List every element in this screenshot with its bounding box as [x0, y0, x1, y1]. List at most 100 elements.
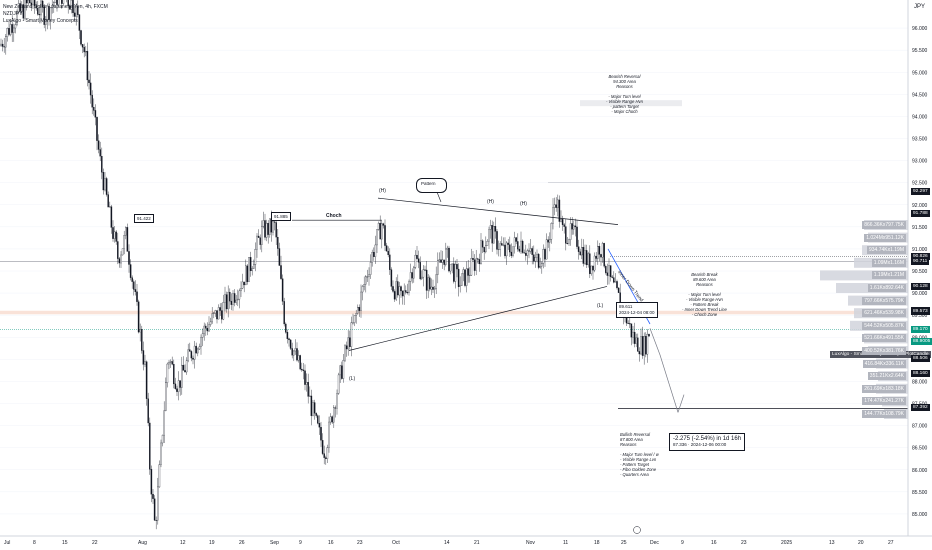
candle-body — [629, 323, 631, 325]
price-badge[interactable]: 89.573 — [911, 307, 930, 315]
candle-body — [606, 272, 609, 276]
candle-body — [9, 24, 12, 35]
measure-box[interactable]: -2.275 (-2.54%) in 1d 16h 87.336 · 2024-… — [669, 433, 746, 451]
candle-body — [441, 259, 444, 263]
candle-body — [88, 79, 90, 84]
candle-body — [219, 307, 221, 311]
pattern-callout[interactable]: Pattern — [416, 178, 447, 193]
candle-body — [400, 286, 402, 292]
candle-body — [259, 237, 261, 245]
price-tag-91422[interactable]: 91.422 — [134, 214, 154, 223]
candle-body — [109, 206, 111, 208]
candle-body — [389, 254, 391, 270]
candle-body — [93, 107, 95, 111]
candle-body — [6, 28, 9, 37]
bearish-reversal-note: Bearish Reversal 94.300 Area Reasons - M… — [606, 74, 643, 114]
candle-body — [381, 223, 383, 240]
candle-body — [568, 239, 570, 244]
candle-body — [451, 263, 453, 265]
candle-body — [553, 204, 556, 208]
candle-body — [117, 241, 119, 259]
candle-body — [382, 223, 385, 226]
candle-body — [62, 0, 65, 4]
volume-profile-label: 934.74Kx1.19M — [866, 246, 906, 255]
candle-body — [128, 251, 130, 265]
candle-body — [342, 360, 345, 379]
candle-body — [608, 265, 610, 276]
price-badge[interactable]: 89.170 — [911, 325, 930, 333]
candle-body — [481, 240, 484, 248]
candle-body — [478, 259, 481, 265]
candle-body — [427, 277, 429, 291]
candle-body — [385, 245, 388, 252]
candle-body — [203, 325, 205, 334]
candle-body — [38, 14, 41, 16]
candle-body — [216, 310, 218, 320]
price-badge[interactable]: 90.826 — [911, 252, 930, 260]
price-tag-89611[interactable]: 89.611 2024-12-04 08:00 — [616, 302, 658, 318]
price-badge[interactable]: 87.392 — [911, 404, 930, 412]
choch-zone — [0, 310, 908, 315]
price-badge[interactable]: 90.711 — [911, 257, 930, 265]
candle-body — [299, 355, 301, 370]
candle-body — [430, 286, 433, 290]
price-badge[interactable]: 88.9005 — [911, 337, 932, 345]
candle-body — [235, 299, 237, 303]
candle-body — [582, 247, 585, 264]
candle-body — [249, 257, 252, 272]
candle-body — [576, 226, 578, 247]
indicator-label[interactable]: LuxAlgo - Smart Money Concepts — [3, 18, 78, 24]
currency-label[interactable]: JPY — [914, 4, 926, 10]
candle-body — [398, 286, 401, 296]
hs-label-l1: (L) — [349, 376, 356, 382]
candle-body — [438, 259, 441, 261]
candle-body — [78, 14, 81, 31]
volume-profile-label: 261.69Kx183.18K — [862, 384, 906, 393]
candle-body — [163, 410, 165, 436]
candle-body — [470, 258, 473, 276]
candle-body — [349, 337, 351, 347]
candle-body — [603, 243, 605, 267]
candle-body — [305, 382, 308, 385]
volume-profile-label: 621.46Kx539.98K — [862, 309, 906, 318]
candle-body — [337, 374, 340, 394]
candle-body — [248, 257, 250, 282]
price-badge[interactable]: 88.160 — [911, 370, 930, 378]
x-tick-label: 9 — [681, 540, 684, 546]
candle-body — [345, 345, 348, 350]
candle-body — [165, 382, 167, 411]
candle-body — [534, 257, 537, 262]
volume-profile-label: 416.84Kx336.11K — [862, 359, 906, 368]
candle-body — [421, 276, 423, 280]
volume-profile-bar — [820, 270, 908, 281]
candle-body — [0, 43, 2, 46]
candle-body — [53, 2, 55, 6]
candle-body — [14, 24, 17, 29]
candle-body — [560, 219, 562, 222]
candle-body — [198, 346, 201, 350]
candle-body — [473, 259, 476, 271]
neckline-bottom — [348, 286, 608, 351]
price-badge[interactable]: 90.128 — [911, 283, 930, 291]
candle-body — [320, 426, 322, 441]
candle-body — [501, 243, 503, 246]
volume-profile-label: 521.66Kx491.55K — [862, 334, 906, 343]
candle-body — [413, 267, 415, 279]
candle-body — [173, 364, 175, 385]
candle-body — [77, 6, 79, 15]
price-tag-91885[interactable]: 91.885 — [271, 212, 291, 221]
price-badge[interactable]: 91.788 — [911, 210, 930, 218]
pattern-pointer — [436, 191, 442, 203]
price-badge[interactable]: 92.297 — [911, 187, 930, 195]
event-marker — [633, 526, 641, 534]
candle-body — [200, 337, 202, 348]
candle-body — [328, 421, 330, 448]
candle-body — [211, 313, 213, 323]
candle-body — [637, 337, 639, 352]
candle-body — [273, 221, 276, 223]
candle-body — [201, 333, 204, 338]
candle-body — [237, 298, 239, 301]
price-badge[interactable]: 88.506 — [911, 355, 930, 363]
candle-body — [510, 251, 513, 256]
